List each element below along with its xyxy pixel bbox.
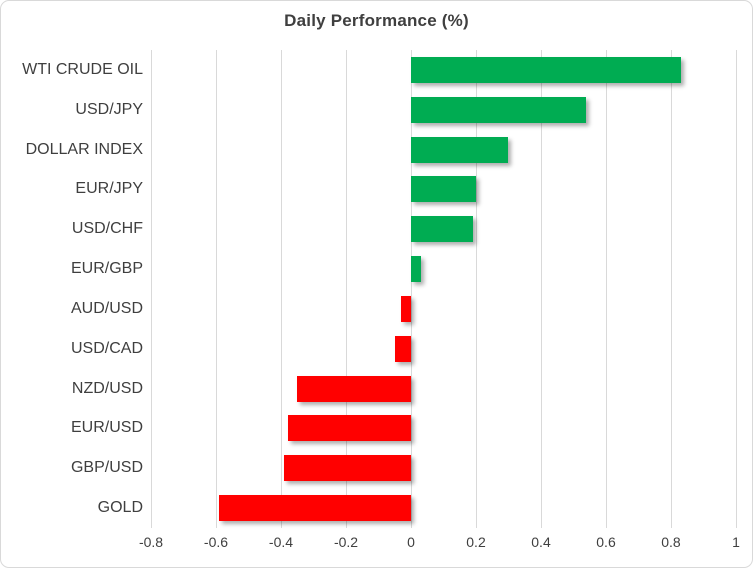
category-label: EUR/GBP bbox=[70, 260, 143, 278]
bar-gold bbox=[219, 495, 411, 522]
category-label: EUR/JPY bbox=[75, 180, 143, 198]
x-tick-label: -0.4 bbox=[268, 534, 294, 550]
x-tick-label: 0.8 bbox=[661, 534, 681, 550]
bar-eur-jpy bbox=[410, 176, 476, 203]
value-axis: -0.8 -0.6 -0.4 -0.2 0 0.2 0.4 0.6 0.8 1 bbox=[139, 534, 740, 556]
x-tick-label: 0.4 bbox=[531, 534, 551, 550]
x-tick-label: -0.8 bbox=[138, 534, 164, 550]
x-tick-label: -0.2 bbox=[333, 534, 359, 550]
x-tick-label: 0.2 bbox=[466, 534, 486, 550]
gridline bbox=[346, 50, 347, 528]
category-label: NZD/USD bbox=[71, 379, 143, 397]
category-label: USD/CHF bbox=[71, 220, 143, 238]
gridline bbox=[280, 50, 282, 528]
category-label: GOLD bbox=[97, 499, 143, 517]
bar-eur-usd bbox=[287, 415, 411, 442]
category-label: GBP/USD bbox=[70, 459, 143, 477]
x-tick-label: 0 bbox=[407, 534, 415, 550]
bar-wti-crude-oil bbox=[410, 56, 681, 83]
plot-area bbox=[151, 50, 737, 528]
category-axis: WTI CRUDE OIL USD/JPY DOLLAR INDEX EUR/JPY U… bbox=[1, 50, 145, 528]
gridline bbox=[476, 50, 477, 528]
gridline bbox=[410, 50, 412, 528]
gridline bbox=[736, 50, 737, 528]
gridline bbox=[215, 50, 217, 528]
bar-usd-jpy bbox=[410, 96, 587, 123]
x-tick-label: -0.6 bbox=[203, 534, 229, 550]
gridline bbox=[541, 50, 542, 528]
bar-aud-usd bbox=[401, 295, 411, 322]
category-label: WTI CRUDE OIL bbox=[22, 60, 143, 78]
gridline bbox=[606, 50, 607, 528]
chart-title: Daily Performance (%) bbox=[284, 11, 469, 30]
category-label: AUD/USD bbox=[70, 299, 143, 317]
gridlines-layer bbox=[151, 50, 737, 528]
category-label: USD/JPY bbox=[75, 100, 143, 118]
category-label: USD/CAD bbox=[70, 339, 143, 357]
bars-layer bbox=[151, 50, 736, 528]
x-tick-label: 0.6 bbox=[596, 534, 616, 550]
gridline bbox=[670, 50, 672, 528]
bar-usd-chf bbox=[410, 216, 473, 243]
bar-gbp-usd bbox=[284, 455, 411, 482]
category-label: DOLLAR INDEX bbox=[25, 140, 143, 158]
category-label: EUR/USD bbox=[70, 419, 143, 437]
gridline bbox=[151, 50, 152, 528]
bar-nzd-usd bbox=[297, 375, 411, 402]
bar-dollar-index bbox=[410, 136, 509, 163]
bar-eur-gbp bbox=[410, 256, 421, 283]
bar-usd-cad bbox=[394, 335, 411, 362]
x-tick-label: 1 bbox=[732, 534, 740, 550]
